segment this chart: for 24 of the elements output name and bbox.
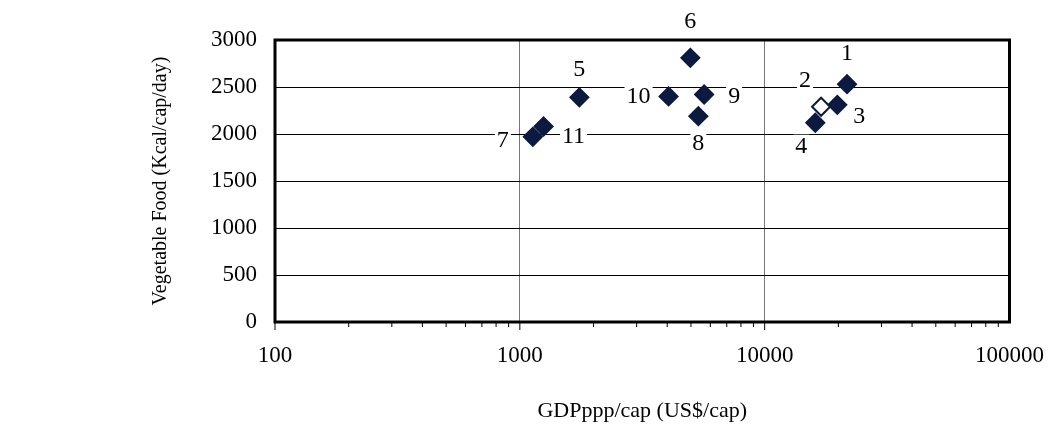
x-tick-label: 100 — [257, 341, 293, 367]
annotation: 1 — [841, 39, 854, 66]
annotation: 4 — [795, 132, 808, 159]
annotation: 10 — [626, 81, 651, 108]
annotation: 2 — [799, 66, 812, 93]
x-axis-title: GDPppp/cap (US$/cap) — [537, 396, 748, 422]
x-tick-label: 1000 — [496, 341, 543, 367]
annotation: 9 — [728, 81, 741, 108]
y-tick-label: 2500 — [211, 73, 257, 99]
y-tick-label: 1500 — [211, 167, 257, 193]
annotation: 5 — [573, 54, 586, 81]
y-tick-label: 0 — [245, 308, 257, 334]
y-tick-label: 500 — [222, 261, 257, 287]
annotation: 3 — [853, 102, 866, 129]
x-tick-label: 10000 — [735, 341, 794, 367]
y-tick-label: 1000 — [211, 214, 257, 240]
y-axis-title: Vegetable Food (Kcal/cap/day) — [148, 56, 172, 306]
y-tick-label: 2000 — [211, 120, 257, 146]
annotation: 8 — [692, 129, 705, 156]
annotation: 11 — [562, 121, 586, 148]
annotation: 6 — [684, 7, 697, 34]
y-tick-label: 3000 — [211, 26, 257, 52]
x-tick-label: 100000 — [975, 341, 1044, 367]
annotation: 7 — [496, 126, 509, 153]
